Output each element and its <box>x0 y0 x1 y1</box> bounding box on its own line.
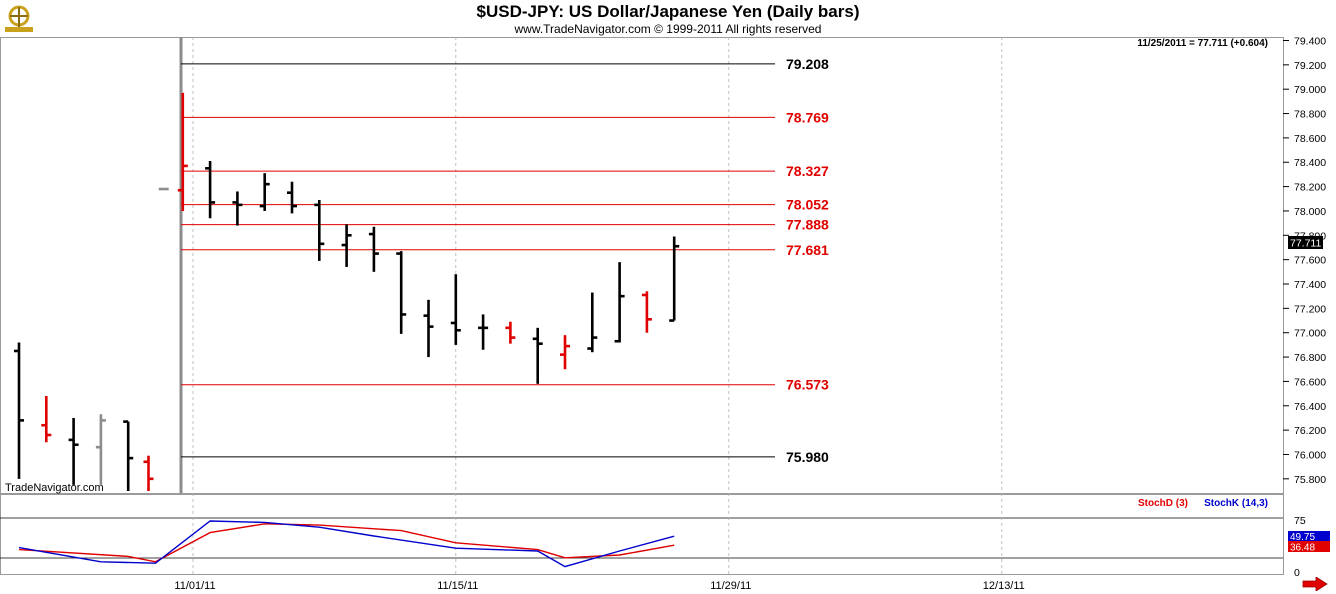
legend-stochd: StochD (3) <box>1138 498 1188 509</box>
stochastic-legend: StochD (3) StochK (14,3) <box>1138 498 1268 509</box>
price-tick-label: 76.600 <box>1294 376 1326 388</box>
chart-title: $USD-JPY: US Dollar/Japanese Yen (Daily … <box>476 2 860 21</box>
ohlc-bar-11-25-11 <box>669 236 680 322</box>
price-tick-label: 79.200 <box>1294 60 1326 72</box>
date-tick-12-13-11: 12/13/11 <box>983 580 1025 592</box>
price-tick-label: 77.000 <box>1294 328 1326 340</box>
price-tick-label: 78.800 <box>1294 109 1326 121</box>
ohlc-bar-11-15-11 <box>450 274 461 345</box>
ohlc-bars <box>14 92 680 491</box>
price-tick-label: 79.000 <box>1294 84 1326 96</box>
ohlc-bar-11-08-11 <box>314 199 325 261</box>
ohlc-bar-10-24-11 <box>14 342 24 479</box>
ohlc-bar-11-02-11 <box>205 161 216 219</box>
stochd-value: 36.48 <box>1290 543 1315 554</box>
last-price-label: 77.711 <box>1290 238 1321 250</box>
price-tick-label: 78.000 <box>1294 206 1326 218</box>
ohlc-bar-10-31-11 <box>143 455 154 491</box>
ohlc-bar-11-23-11 <box>614 262 625 343</box>
ohlc-bar-11-01-11 <box>177 92 188 211</box>
ohlc-bar-11-11-11 <box>396 251 407 334</box>
price-tick-label: 76.000 <box>1294 449 1326 461</box>
last-quote: 11/25/2011 = 77.711 (+0.604) <box>1137 38 1268 49</box>
ohlc-bar-11-22-11 <box>587 292 598 353</box>
level-label-76.573: 76.573 <box>786 377 829 393</box>
level-label-75.980: 75.980 <box>786 449 829 465</box>
level-label-78.769: 78.769 <box>786 109 829 125</box>
level-label-77.888: 77.888 <box>786 217 829 233</box>
level-label-77.681: 77.681 <box>786 242 829 258</box>
ohlc-bar-10-25-11 <box>41 396 52 443</box>
price-tick-label: 78.600 <box>1294 133 1326 145</box>
ohlc-bar-11-09-11 <box>341 224 352 267</box>
ohlc-bar-11-10-11 <box>368 226 379 272</box>
stoch-tick-75: 75 <box>1294 515 1306 527</box>
ohlc-bar-10-28-11 <box>123 420 134 491</box>
scroll-right-arrow-icon[interactable] <box>1302 577 1328 591</box>
ohlc-bar-11-04-11 <box>259 173 270 211</box>
title-bar: $USD-JPY: US Dollar/Japanese Yen (Daily … <box>0 0 1336 38</box>
stoch-tick-0: 0 <box>1294 567 1300 579</box>
ohlc-bar-11-16-11 <box>478 314 489 350</box>
level-label-78.327: 78.327 <box>786 163 829 179</box>
date-axis: 11/01/11 11/15/11 11/29/11 12/13/11 <box>174 580 1024 592</box>
watermark: TradeNavigator.com <box>5 482 104 494</box>
stochastic-panel <box>0 494 1284 575</box>
ohlc-bar-11-18-11 <box>532 327 543 384</box>
ohlc-bar-11-24-11 <box>641 291 652 333</box>
fib-levels: 79.208 78.769 78.327 78.052 77.888 77.681 76.5… <box>181 56 829 465</box>
app-logo-icon <box>3 3 35 35</box>
ohlc-bar-11-03-11 <box>232 191 243 226</box>
stochastic-axis: 75 25 0 49.75 36.48 <box>1288 515 1330 579</box>
date-tick-11-29-11: 11/29/11 <box>710 580 751 592</box>
price-tick-label: 76.400 <box>1294 401 1326 413</box>
price-tick-label: 77.600 <box>1294 255 1326 267</box>
date-tick-11-15-11: 11/15/11 <box>437 580 478 592</box>
level-label-78.052: 78.052 <box>786 197 829 213</box>
price-tick-label: 75.800 <box>1294 474 1326 486</box>
ohlc-bar-11-17-11 <box>505 321 516 344</box>
price-tick-label: 78.400 <box>1294 157 1326 169</box>
price-panel <box>0 37 1284 494</box>
level-label-79.208: 79.208 <box>786 56 829 72</box>
ohlc-bar-10-27-11 <box>95 414 106 485</box>
chart-subtitle: www.TradeNavigator.com © 1999-2011 All r… <box>514 22 822 36</box>
price-tick-label: 78.200 <box>1294 182 1326 194</box>
price-axis: 79.400 79.200 79.000 78.800 78.600 78.400 78.2… <box>1283 35 1326 486</box>
ohlc-bar-10-26-11 <box>68 417 79 485</box>
legend-stochk: StochK (14,3) <box>1204 498 1268 509</box>
stochastic-lines <box>18 520 675 568</box>
date-tick-11-01-11: 11/01/11 <box>174 580 215 592</box>
last-price-marker: 77.711 <box>1288 236 1323 250</box>
stoch-series-d <box>18 523 675 563</box>
stoch-series-k <box>18 520 675 568</box>
price-tick-label: 79.400 <box>1294 35 1326 47</box>
price-tick-label: 76.200 <box>1294 425 1326 437</box>
price-tick-label: 77.200 <box>1294 303 1326 315</box>
price-tick-label: 76.800 <box>1294 352 1326 364</box>
ohlc-bar-11-14-11 <box>423 299 434 358</box>
price-tick-label: 77.400 <box>1294 279 1326 291</box>
stochk-value: 49.75 <box>1290 532 1315 543</box>
ohlc-bar-11-21-11 <box>560 335 570 370</box>
ohlc-bar-11-07-11 <box>287 181 297 214</box>
